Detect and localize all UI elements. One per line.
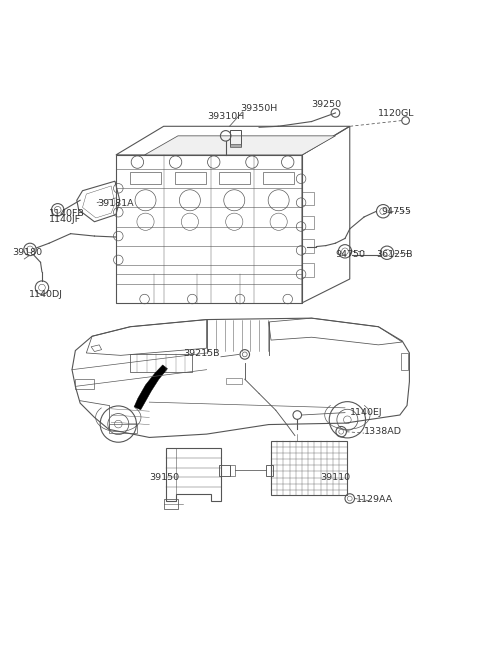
Text: 1140FB: 1140FB [49,209,85,217]
Bar [229,145,241,147]
Text: 94755: 94755 [381,207,411,215]
Bar [264,172,294,184]
Text: 39180: 39180 [12,248,42,257]
Bar [164,499,178,509]
Bar [109,424,137,433]
Text: 39150: 39150 [149,473,180,481]
Text: 1140JF: 1140JF [49,215,81,224]
Bar [218,465,230,475]
Text: 39110: 39110 [320,473,350,481]
Text: 39181A: 39181A [97,199,133,208]
Bar [75,379,95,389]
Bar [229,130,241,147]
Text: 1338AD: 1338AD [364,427,402,436]
Text: 39215B: 39215B [184,349,220,359]
Bar [302,239,314,253]
Text: 39250: 39250 [312,100,342,109]
Text: 94750: 94750 [336,250,365,259]
Text: 39310H: 39310H [207,112,245,121]
Bar [271,442,348,495]
Bar [226,379,242,384]
Text: 36125B: 36125B [376,250,413,259]
Bar [302,192,314,205]
Bar [230,465,235,475]
Bar [266,465,274,475]
Bar [401,353,408,370]
Bar [302,263,314,276]
Bar [302,215,314,229]
Bar [219,172,250,184]
Text: 1120GL: 1120GL [377,109,414,119]
Text: 1129AA: 1129AA [356,495,393,504]
Bar [130,354,192,372]
Bar [175,172,205,184]
Text: 1140EJ: 1140EJ [350,408,383,417]
Bar [130,172,161,184]
Bar [116,274,302,303]
Polygon shape [144,136,336,155]
Text: 39350H: 39350H [240,103,277,113]
Polygon shape [134,365,168,410]
Text: 1140DJ: 1140DJ [29,290,63,299]
